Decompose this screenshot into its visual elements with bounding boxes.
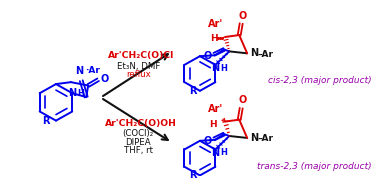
Text: N: N [68,88,76,98]
Text: (COCl)₂: (COCl)₂ [123,129,154,138]
Text: N: N [75,66,83,76]
Text: H: H [220,64,227,73]
Text: O: O [238,95,246,105]
Text: R: R [189,170,197,180]
Text: O: O [100,74,108,84]
Text: H: H [210,34,217,43]
Text: Ar': Ar' [208,104,223,114]
Text: N: N [250,133,258,143]
Text: O: O [238,11,246,21]
Text: trans-2,3 (major product): trans-2,3 (major product) [257,162,372,171]
Text: –Ar: –Ar [257,50,273,59]
Text: N: N [250,48,258,58]
Text: reflux: reflux [126,70,151,79]
Text: THF, rt: THF, rt [124,146,153,155]
Text: Ar': Ar' [208,19,223,29]
Text: –Ar: –Ar [257,134,273,143]
Text: DIPEA: DIPEA [125,138,151,147]
Text: R: R [43,116,50,126]
Text: cis-2,3 (major product): cis-2,3 (major product) [268,76,372,85]
Text: H: H [220,149,227,157]
Text: Ar'CH₂C(O)OH: Ar'CH₂C(O)OH [105,118,177,128]
Text: ·Ar: ·Ar [85,66,100,75]
Text: N: N [211,148,219,158]
Text: Et₃N, DMF: Et₃N, DMF [117,62,160,71]
Text: H: H [77,89,84,98]
Text: Ar'CH₂C(O)Cl: Ar'CH₂C(O)Cl [108,51,175,60]
Text: H: H [209,120,216,129]
Text: R: R [189,86,197,96]
Text: O: O [204,136,212,146]
Text: N: N [211,63,219,73]
Text: O: O [204,51,212,61]
